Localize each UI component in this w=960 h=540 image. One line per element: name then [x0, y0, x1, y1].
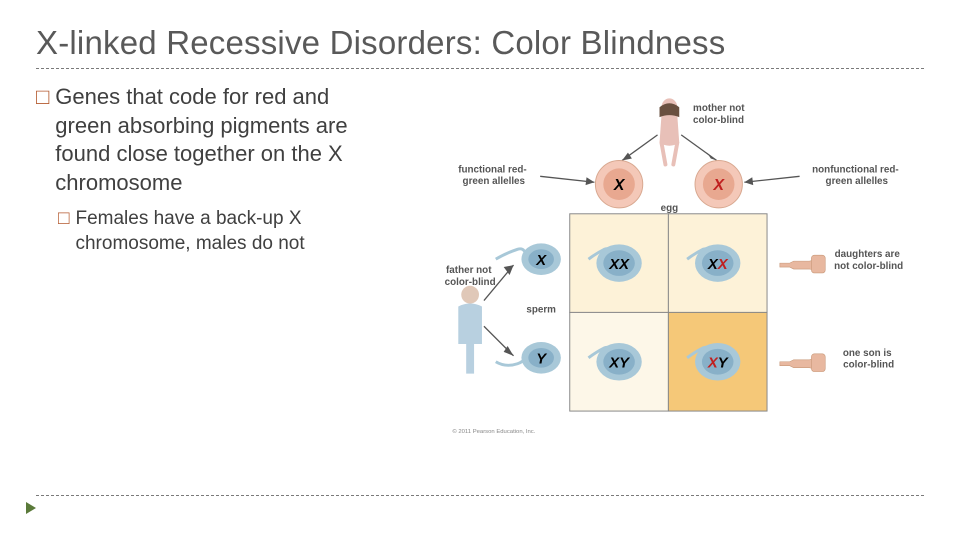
sperm-y-allele: Y — [536, 352, 547, 368]
slide-arrow-icon — [26, 502, 36, 514]
egg1-allele: X — [613, 177, 626, 194]
bullet-marker-icon: □ — [58, 207, 69, 256]
content-row: □ Genes that code for red and green abso… — [36, 83, 924, 459]
egg2-allele: X — [713, 177, 726, 194]
bullet-sub: □ Females have a back-up X chromosome, m… — [58, 207, 389, 256]
cell-xy2-text: XY — [707, 356, 729, 372]
father-label: father not color-blind — [445, 265, 496, 288]
divider-bottom — [36, 495, 924, 496]
bullet-main: □ Genes that code for red and green abso… — [36, 83, 389, 197]
sperm-x-allele: X — [535, 253, 547, 269]
page-title: X-linked Recessive Disorders: Color Blin… — [36, 24, 924, 62]
cell-xy-text: XY — [608, 356, 630, 372]
egg-label: egg — [661, 203, 679, 214]
mother-label: mother not color-blind — [693, 103, 747, 126]
divider-top — [36, 68, 924, 69]
egg-functional: X — [596, 161, 643, 208]
bullet-sub-text: Females have a back-up X chromosome, mal… — [75, 207, 389, 256]
daughters-label: daughters are not color-blind — [834, 249, 903, 272]
sperm-x: X — [496, 243, 561, 275]
oneson-label: one son is color-blind — [843, 348, 895, 371]
punnett-grid: XX XX XY — [570, 214, 767, 411]
egg-nonfunctional: X — [695, 161, 742, 208]
father-figure — [458, 286, 482, 374]
copyright-text: © 2011 Pearson Education, Inc. — [452, 428, 535, 435]
punnett-svg: mother not color-blind X — [407, 83, 924, 459]
functional-label: functional red- green allelles — [458, 164, 529, 187]
hand-son-icon — [780, 354, 825, 372]
cell-xx-text: XX — [608, 257, 630, 273]
sperm-label: sperm — [526, 304, 556, 315]
mother-figure — [660, 98, 680, 164]
hand-daughters-icon — [780, 255, 825, 273]
punnett-diagram: mother not color-blind X — [407, 83, 924, 459]
bullet-marker-icon: □ — [36, 83, 49, 197]
text-column: □ Genes that code for red and green abso… — [36, 83, 389, 459]
nonfunctional-label: nonfunctional red- green allelles — [812, 164, 901, 187]
cell-xx2-text: XX — [707, 257, 729, 273]
bullet-main-text: Genes that code for red and green absorb… — [55, 83, 389, 197]
sperm-y: Y — [496, 342, 561, 374]
